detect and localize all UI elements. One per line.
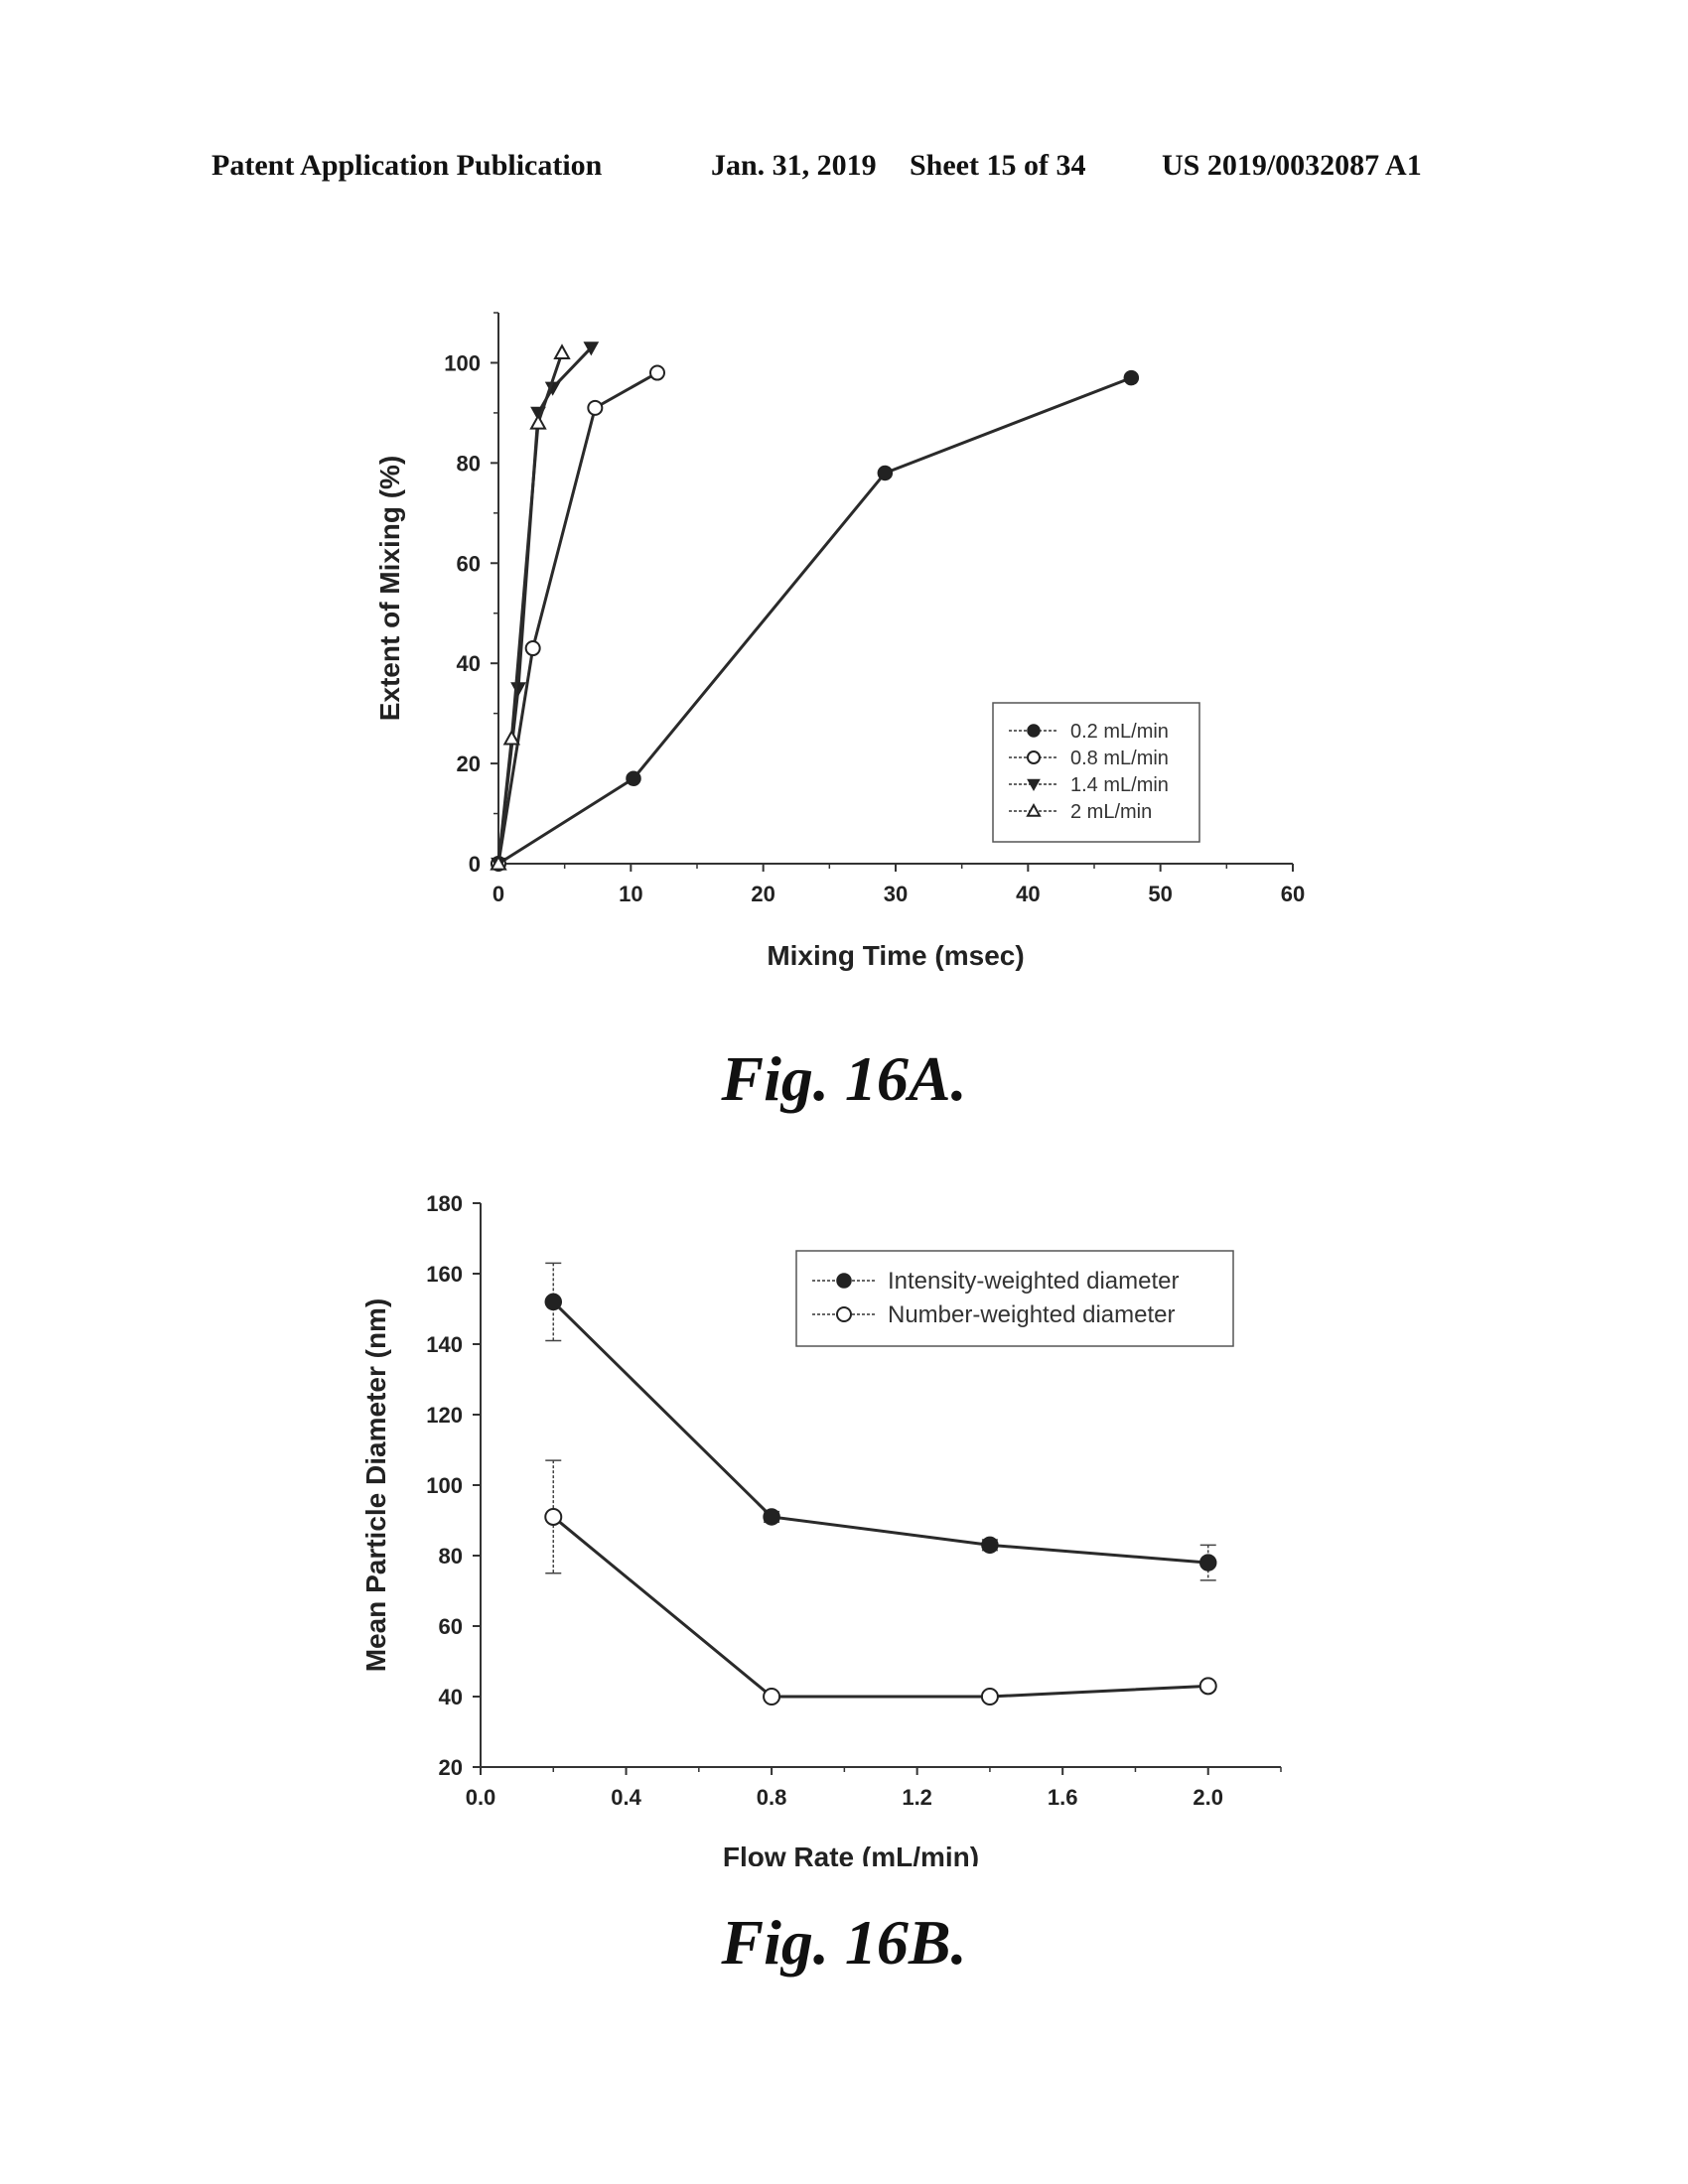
y-tick-label: 140 [426,1332,463,1357]
x-tick-label: 0.8 [757,1785,787,1810]
x-tick-label: 30 [884,882,908,906]
data-point-s2 [1200,1678,1216,1694]
y-tick-label: 80 [457,451,481,476]
x-axis-label: Mixing Time (msec) [767,940,1024,971]
legend-marker [837,1307,851,1321]
legend-label: 0.8 mL/min [1070,748,1169,769]
x-tick-label: 0 [492,882,504,906]
x-tick-label: 60 [1281,882,1305,906]
data-point-s2 [545,1509,561,1525]
x-tick-label: 1.2 [902,1785,932,1810]
y-tick-label: 60 [457,551,481,576]
data-point-s1 [627,771,640,785]
y-tick-label: 40 [439,1685,463,1709]
data-point-s1 [878,466,892,479]
legend-label: 1.4 mL/min [1070,774,1169,796]
legend-box [796,1251,1233,1346]
legend-marker [1028,751,1040,763]
series-line-2 [553,1517,1207,1697]
y-tick-label: 60 [439,1614,463,1639]
data-point-s2 [982,1689,998,1705]
patent-number: US 2019/0032087 A1 [1162,149,1422,183]
figure-caption-16b: Fig. 16B. [0,1906,1688,1979]
x-tick-label: 10 [619,882,642,906]
y-tick-label: 160 [426,1262,463,1287]
x-tick-label: 0.4 [611,1785,641,1810]
data-point-s1 [982,1537,998,1553]
y-tick-label: 0 [469,852,481,877]
data-point-s4 [504,732,518,745]
x-tick-label: 40 [1016,882,1040,906]
y-tick-label: 80 [439,1544,463,1569]
legend-label: 0.2 mL/min [1070,721,1169,743]
publication-label: Patent Application Publication [211,149,602,183]
chart-16a: 0 10 20 30 40 50 60 0 20 40 60 80 100 Mixing Time (ms… [0,288,1688,1281]
page-header: Patent Application Publication Jan. 31, … [0,149,1688,189]
chart-16b: 0.0 0.4 0.8 1.2 1.6 2.0 20 40 60 80 100 120 140 160 18… [0,1171,1688,1866]
data-point-s1 [1200,1555,1216,1570]
data-point-s4 [531,416,545,429]
data-point-s2 [764,1689,779,1705]
y-axis-label: Extent of Mixing (%) [374,456,405,722]
x-tick-label: 50 [1148,882,1172,906]
y-tick-label: 40 [457,651,481,676]
y-axis-label: Mean Particle Diameter (nm) [360,1298,391,1673]
sheet-number: Sheet 15 of 34 [910,149,1085,183]
x-tick-label: 1.6 [1048,1785,1078,1810]
y-tick-label: 100 [426,1473,463,1498]
publication-date: Jan. 31, 2019 [711,149,877,183]
y-tick-label: 20 [457,751,481,776]
legend-label: 2 mL/min [1070,801,1152,823]
y-tick-label: 100 [444,350,481,375]
data-point-s2 [526,641,540,655]
x-tick-label: 20 [751,882,774,906]
legend-marker [1028,725,1040,737]
legend-label: Number-weighted diameter [888,1301,1175,1328]
data-point-s1 [764,1509,779,1525]
x-tick-label: 2.0 [1193,1785,1223,1810]
x-axis-label: Flow Rate (mL/min) [723,1842,979,1866]
legend-label: Intensity-weighted diameter [888,1268,1179,1295]
y-tick-label: 20 [439,1755,463,1780]
y-tick-label: 180 [426,1191,463,1216]
legend-marker [837,1274,851,1288]
y-tick-label: 120 [426,1403,463,1428]
data-point-s4 [555,345,569,358]
data-point-s2 [650,366,664,380]
x-tick-label: 0.0 [466,1785,496,1810]
data-point-s3 [511,683,525,696]
figure-caption-16a: Fig. 16A. [0,1042,1688,1116]
data-point-s2 [588,401,602,415]
data-point-s1 [1124,371,1138,385]
data-point-s1 [545,1294,561,1309]
